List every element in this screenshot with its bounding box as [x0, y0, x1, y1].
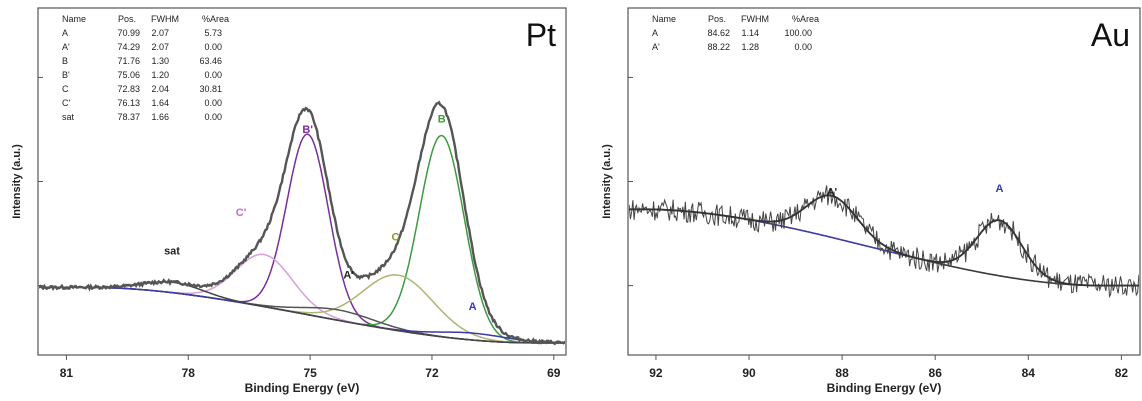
table-cell-name: B	[62, 56, 68, 66]
x-tick-label: 82	[1115, 366, 1129, 380]
fit-parameter-table: Name Pos. FWHM %Area A 70.99 2.07 5.73 A' 74.29 2.…	[62, 14, 229, 122]
table-cell-pos: 75.06	[117, 70, 140, 80]
x-tick-label: 90	[742, 366, 756, 380]
au-xps-chart: 92 90 88 86 84 82 Binding Energy (eV) Intensity…	[601, 7, 1141, 395]
table-cell-area: 0.00	[204, 112, 222, 122]
table-cell-area: 0.00	[204, 42, 222, 52]
table-cell-pos: 78.37	[117, 112, 140, 122]
table-cell-fwhm: 2.07	[151, 42, 169, 52]
table-cell-name: C	[62, 84, 69, 94]
table-header-1: Pos.	[708, 14, 726, 24]
envelope-fit	[39, 100, 565, 346]
table-header-2: FWHM	[741, 14, 769, 24]
peak-label: sat	[164, 245, 180, 257]
peak-label: B'	[302, 124, 313, 136]
table-cell-pos: 88.22	[707, 42, 730, 52]
x-tick-label: 81	[60, 366, 74, 380]
table-cell-area: 0.00	[794, 42, 812, 52]
table-cell-name: sat	[62, 112, 75, 122]
table-cell-name: A'	[652, 42, 660, 52]
table-cell-name: A'	[62, 42, 70, 52]
y-axis-title: Intensity (a.u.)	[11, 144, 23, 219]
peak-label: A'	[827, 186, 838, 198]
table-cell-area: 30.81	[199, 84, 222, 94]
x-axis-title: Binding Energy (eV)	[245, 381, 360, 395]
pt-xps-chart: 81 78 75 72 69 Binding Energy (eV) Intensity (…	[11, 7, 567, 395]
table-header-2: FWHM	[151, 14, 179, 24]
table-cell-name: A	[652, 28, 658, 38]
table-cell-fwhm: 2.04	[151, 84, 169, 94]
table-cell-pos: 70.99	[117, 28, 140, 38]
table-cell-area: 0.00	[204, 70, 222, 80]
table-cell-pos: 72.83	[117, 84, 140, 94]
pt-spectrum-panel: 81 78 75 72 69 Binding Energy (eV) Intensity (…	[11, 7, 567, 395]
table-cell-pos: 76.13	[117, 98, 140, 108]
table-cell-pos: 71.76	[117, 56, 140, 66]
table-cell-area: 5.73	[204, 28, 222, 38]
table-cell-area: 0.00	[204, 98, 222, 108]
x-tick-label: 72	[425, 366, 439, 380]
curves-group	[629, 185, 1139, 299]
peak-label: C'	[236, 207, 247, 219]
table-header-0: Name	[652, 14, 676, 24]
x-tick-label: 92	[649, 366, 663, 380]
table-header-3: %Area	[792, 14, 819, 24]
au-spectrum-panel: 92 90 88 86 84 82 Binding Energy (eV) Intensity…	[598, 0, 1142, 401]
plot-frame	[37, 7, 567, 356]
panel-label: Au	[1091, 17, 1130, 53]
x-tick-label: 88	[835, 366, 849, 380]
table-header-1: Pos.	[118, 14, 136, 24]
plot-frame	[627, 7, 1141, 356]
raw-data-line	[629, 185, 1139, 299]
envelope-fit	[629, 194, 1139, 287]
peak-label: A	[469, 301, 477, 313]
y-axis-title: Intensity (a.u.)	[601, 144, 613, 219]
table-header-3: %Area	[202, 14, 229, 24]
table-cell-name: B'	[62, 70, 70, 80]
table-cell-fwhm: 1.30	[151, 56, 169, 66]
table-cell-fwhm: 2.07	[151, 28, 169, 38]
peak-label: A	[995, 183, 1003, 195]
table-cell-area: 100.00	[784, 28, 812, 38]
table-cell-fwhm: 1.28	[741, 42, 759, 52]
fit-parameter-table: Name Pos. FWHM %Area A 84.62 1.14 100.00 A' 88.22…	[652, 14, 819, 52]
x-tick-label: 78	[182, 366, 196, 380]
peak-label: B	[438, 114, 446, 126]
table-cell-fwhm: 1.14	[741, 28, 759, 38]
table-cell-fwhm: 1.20	[151, 70, 169, 80]
table-header-0: Name	[62, 14, 86, 24]
table-cell-name: A	[62, 28, 68, 38]
table-cell-name: C'	[62, 98, 70, 108]
table-cell-area: 63.46	[199, 56, 222, 66]
peak-label: A'	[343, 270, 354, 282]
peak-label: C	[391, 231, 399, 243]
table-cell-fwhm: 1.66	[151, 112, 169, 122]
x-axis-title: Binding Energy (eV)	[827, 381, 942, 395]
curves-group	[39, 100, 565, 346]
table-cell-fwhm: 1.64	[151, 98, 169, 108]
x-tick-label: 75	[303, 366, 317, 380]
panel-label: Pt	[526, 17, 556, 53]
x-tick-label: 84	[1022, 366, 1036, 380]
x-tick-label: 86	[929, 366, 943, 380]
table-cell-pos: 84.62	[707, 28, 730, 38]
x-tick-label: 69	[547, 366, 561, 380]
table-cell-pos: 74.29	[117, 42, 140, 52]
